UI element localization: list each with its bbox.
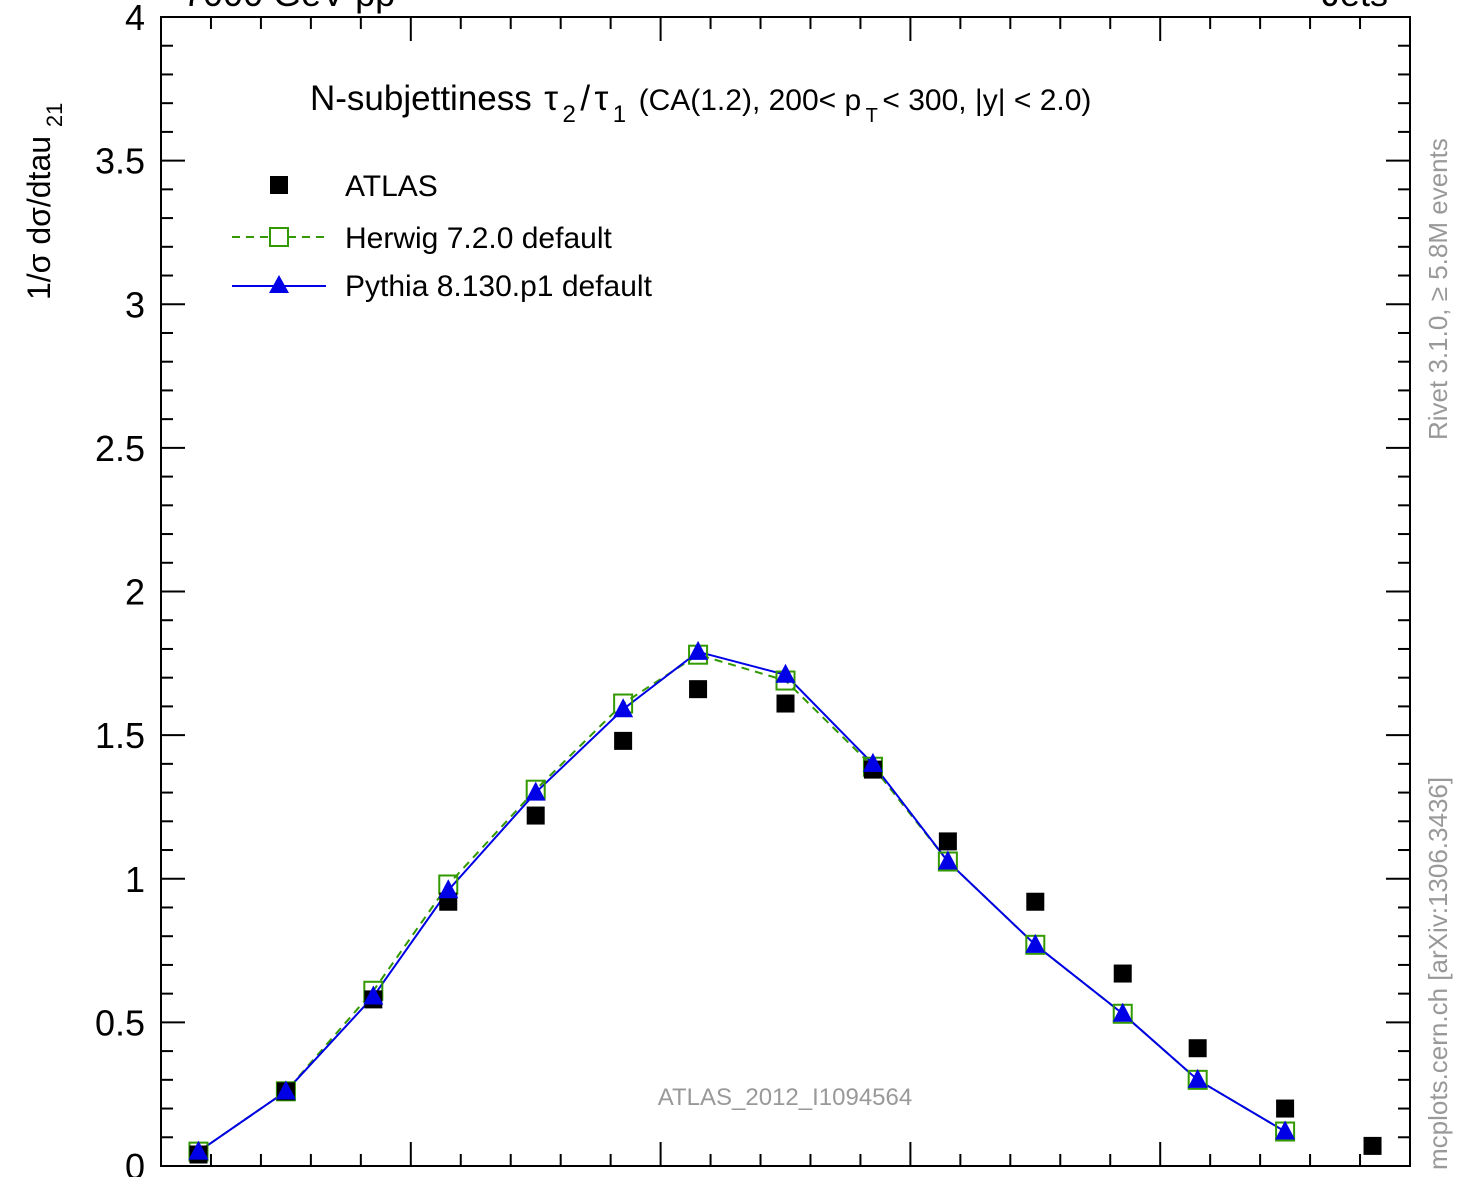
y-tick-label: 1.5 <box>95 715 145 756</box>
pythia-point <box>688 640 709 660</box>
y-tick-label: 4 <box>125 0 145 38</box>
pythia-line <box>197 650 1286 1153</box>
atlas-point <box>776 694 795 713</box>
watermark: ATLAS_2012_I1094564 <box>658 1084 912 1111</box>
pythia-point <box>1187 1068 1208 1088</box>
atlas-point <box>614 731 633 750</box>
title-main: N-subjettiness <box>310 79 532 118</box>
chart-title: N-subjettiness τ 2 / τ 1 (CA(1.2), 200< … <box>310 79 1091 128</box>
legend-atlas-label: ATLAS <box>345 170 438 203</box>
title-subT: T <box>866 105 878 127</box>
pythia-point <box>275 1080 296 1100</box>
data-layer <box>188 640 1382 1164</box>
legend-pythia-marker <box>269 275 289 293</box>
side-label-mcplots: mcplots.cern.ch [arXiv:1306.3436] <box>1423 777 1453 1170</box>
y-tick-label: 2 <box>125 572 145 613</box>
title-tail: < 300, |y| < 2.0) <box>882 84 1091 117</box>
legend: ATLAS Herwig 7.2.0 default Pythia 8.130.… <box>232 170 653 303</box>
legend-pythia-label: Pythia 8.130.p1 default <box>345 270 653 303</box>
title-sub1: 1 <box>613 101 626 128</box>
atlas-point <box>1026 892 1045 911</box>
pythia-point <box>188 1140 209 1160</box>
pythia-point <box>1025 933 1046 953</box>
herwig-line <box>197 653 1286 1153</box>
header-left-partial: 7000 GeV pp <box>183 0 395 14</box>
legend-herwig-marker <box>269 227 289 247</box>
pythia-point <box>862 752 883 772</box>
axes: 0 0.5 1 1.5 2 2.5 3 3.5 4 <box>95 0 1411 1177</box>
y-axis-label-sub: 21 <box>42 103 67 127</box>
legend-atlas-marker <box>270 176 288 194</box>
pythia-point <box>363 985 384 1005</box>
title-rest: (CA(1.2), 200< p <box>639 84 862 117</box>
pythia-point <box>775 663 796 683</box>
title-slash: / <box>580 79 590 118</box>
legend-herwig-label: Herwig 7.2.0 default <box>345 222 612 255</box>
pythia-point <box>1275 1120 1296 1140</box>
title-tau2: τ <box>544 79 558 118</box>
pythia-point <box>438 879 459 899</box>
title-tau1: τ <box>595 79 609 118</box>
y-tick-label: 1 <box>125 859 145 900</box>
pythia-point <box>525 781 546 801</box>
y-tick-label: 2.5 <box>95 428 145 469</box>
pythia-point <box>937 850 958 870</box>
atlas-point <box>526 806 545 825</box>
y-tick-label: 3 <box>125 284 145 325</box>
atlas-point <box>689 680 708 699</box>
y-axis-label-main: 1/σ dσ/dtau <box>21 136 57 300</box>
title-sub2: 2 <box>563 101 576 128</box>
atlas-point <box>938 832 957 851</box>
y-axis-label: 1/σ dσ/dtau 21 <box>21 103 67 300</box>
pythia-point <box>613 698 634 718</box>
y-tick-label: 3.5 <box>95 141 145 182</box>
atlas-point <box>1188 1039 1207 1058</box>
pythia-point <box>1112 1002 1133 1022</box>
atlas-point <box>1113 964 1132 983</box>
y-tick-label: 0.5 <box>95 1002 145 1043</box>
y-tick-label: 0 <box>125 1146 145 1177</box>
side-label-rivet: Rivet 3.1.0, ≥ 5.8M events <box>1423 138 1453 440</box>
atlas-point <box>1276 1099 1295 1118</box>
atlas-point <box>1363 1136 1382 1155</box>
header-right-partial: Jets <box>1322 0 1388 14</box>
